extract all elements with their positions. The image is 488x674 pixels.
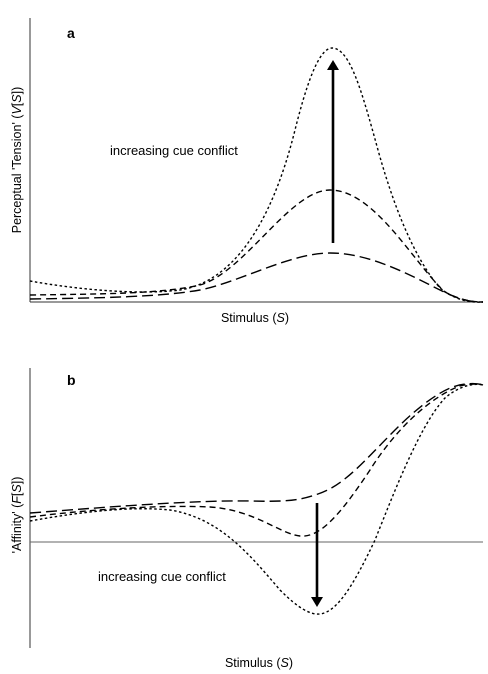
panel-a-annotation: increasing cue conflict (110, 143, 238, 158)
panel-a-curve-long-dash (29, 252, 484, 303)
panel-a-curve-short-dash (29, 47, 484, 303)
panel-b-y-label: 'Affinity' (F[S]) (10, 477, 24, 554)
panel-a-x-label: Stimulus (S) (221, 311, 289, 325)
panel-a-letter: a (67, 25, 75, 41)
panel-b-annotation: increasing cue conflict (98, 569, 226, 584)
panel-b-curve-long-dash (29, 382, 484, 514)
panel-b-curve-medium-dash (29, 383, 484, 537)
panel-b: b increasing cue conflict Stimulus (S) '… (10, 368, 484, 670)
panel-b-letter: b (67, 372, 76, 388)
panel-a-y-label: Perceptual 'Tension' (V[S]) (10, 87, 24, 234)
panel-a-curve-medium-dash (29, 189, 484, 303)
panel-b-curve-short-dash (29, 383, 484, 615)
panel-a: a increasing cue conflict Stimulus (S) P… (10, 18, 484, 325)
panel-b-x-label: Stimulus (S) (225, 656, 293, 670)
